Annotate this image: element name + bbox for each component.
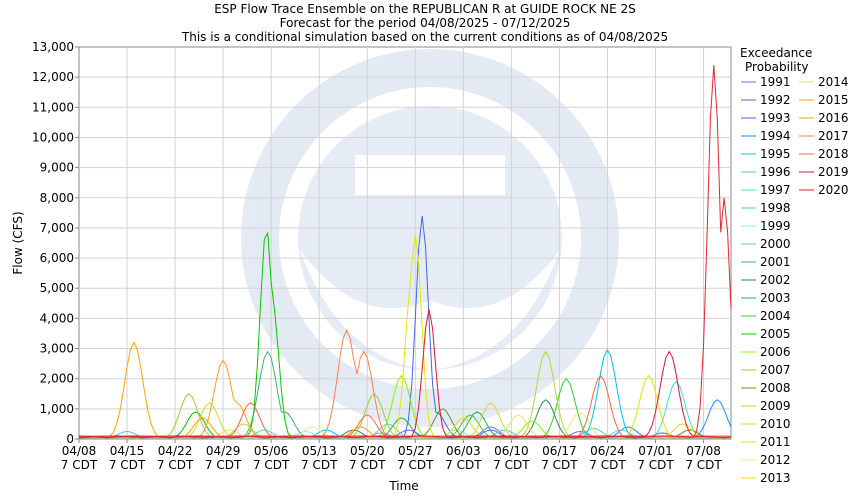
x-tick-label-time: 7 CDT [253, 458, 290, 472]
y-tick-label: 4,000 [40, 311, 74, 325]
x-tick-label-time: 7 CDT [109, 458, 146, 472]
x-tick-label-date: 06/03 [446, 444, 481, 458]
x-tick-label-date: 06/17 [542, 444, 577, 458]
legend-label: 2005 [760, 327, 791, 341]
x-tick-label-time: 7 CDT [205, 458, 242, 472]
y-tick-label: 13,000 [32, 40, 74, 54]
noaa-watermark [241, 49, 619, 427]
y-tick-label: 0 [66, 432, 74, 446]
y-tick-label: 11,000 [32, 100, 74, 114]
x-tick-label-date: 07/08 [686, 444, 721, 458]
legend: Exceedance Probability 19911992199319941… [740, 46, 849, 485]
series-layer [78, 65, 732, 439]
legend-label: 2015 [818, 93, 849, 107]
x-tick-label-date: 05/20 [350, 444, 385, 458]
y-tick-label: 3,000 [40, 342, 74, 356]
legend-label: 1993 [760, 111, 791, 125]
x-tick-label-time: 7 CDT [349, 458, 386, 472]
legend-label: 2003 [760, 291, 791, 305]
x-tick-label-date: 05/13 [302, 444, 337, 458]
chart-subtitle-2: This is a conditional simulation based o… [181, 30, 668, 44]
legend-label: 2016 [818, 111, 849, 125]
legend-label: 2013 [760, 471, 791, 485]
legend-label: 2009 [760, 399, 791, 413]
legend-label: 2002 [760, 273, 791, 287]
legend-label: 2007 [760, 363, 791, 377]
legend-label: 1994 [760, 129, 791, 143]
y-tick-label: 12,000 [32, 70, 74, 84]
x-tick-label-time: 7 CDT [493, 458, 530, 472]
y-axis-label: Flow (CFS) [11, 211, 25, 274]
y-tick-label: 8,000 [40, 191, 74, 205]
x-tick-label-time: 7 CDT [541, 458, 578, 472]
chart-title: ESP Flow Trace Ensemble on the REPUBLICA… [214, 2, 636, 16]
legend-label: 1992 [760, 93, 791, 107]
x-tick-label-date: 04/29 [206, 444, 241, 458]
legend-label: 2004 [760, 309, 791, 323]
x-tick-label-date: 04/15 [110, 444, 145, 458]
legend-label: 2006 [760, 345, 791, 359]
legend-label: 2008 [760, 381, 791, 395]
x-tick-label-date: 04/22 [158, 444, 193, 458]
y-tick-label: 6,000 [40, 251, 74, 265]
legend-title-line-1: Exceedance [740, 46, 812, 60]
x-tick-label-time: 7 CDT [61, 458, 98, 472]
legend-label: 2014 [818, 75, 849, 89]
legend-items: 1991 1992 1993 1994 1995 1996 1997 1998 1999 2000… [741, 75, 849, 485]
x-tick-label-time: 7 CDT [445, 458, 482, 472]
chart-subtitle: Forecast for the period 04/08/2025 - 07/… [280, 16, 571, 30]
y-tick-label: 10,000 [32, 130, 74, 144]
x-tick-label-time: 7 CDT [637, 458, 674, 472]
y-tick-label: 5,000 [40, 281, 74, 295]
y-tick-label: 1,000 [40, 402, 74, 416]
legend-label: 2012 [760, 453, 791, 467]
x-tick-label-time: 7 CDT [589, 458, 626, 472]
legend-label: 2011 [760, 435, 791, 449]
y-tick-label: 9,000 [40, 161, 74, 175]
x-tick-label-date: 05/27 [398, 444, 433, 458]
grid-layer [79, 47, 731, 439]
legend-label: 2018 [818, 147, 849, 161]
x-tick-label-time: 7 CDT [685, 458, 722, 472]
legend-label: 1991 [760, 75, 791, 89]
series-line-2020 [78, 65, 732, 439]
x-tick-label-time: 7 CDT [301, 458, 338, 472]
legend-label: 1995 [760, 147, 791, 161]
x-tick-label-date: 06/24 [590, 444, 625, 458]
x-tick-label-time: 7 CDT [157, 458, 194, 472]
legend-label: 2001 [760, 255, 791, 269]
x-tick-label-date: 06/10 [494, 444, 529, 458]
legend-title-line-2: Probability [745, 60, 808, 74]
legend-label: 1998 [760, 201, 791, 215]
legend-label: 2020 [818, 183, 849, 197]
plot-area [78, 46, 732, 440]
legend-label: 2019 [818, 165, 849, 179]
legend-label: 2010 [760, 417, 791, 431]
axis-layer: 0 1,000 2,000 3,000 4,000 5,000 6,000 7,000 8,00… [32, 40, 722, 472]
x-tick-label-time: 7 CDT [397, 458, 434, 472]
y-tick-label: 7,000 [40, 221, 74, 235]
y-tick-label: 2,000 [40, 372, 74, 386]
x-tick-label-date: 04/08 [62, 444, 97, 458]
legend-label: 1999 [760, 219, 791, 233]
x-axis-label: Time [388, 479, 418, 493]
x-tick-label-date: 07/01 [638, 444, 673, 458]
legend-label: 2017 [818, 129, 849, 143]
legend-label: 1996 [760, 165, 791, 179]
legend-label: 1997 [760, 183, 791, 197]
x-tick-label-date: 05/06 [254, 444, 289, 458]
legend-label: 2000 [760, 237, 791, 251]
